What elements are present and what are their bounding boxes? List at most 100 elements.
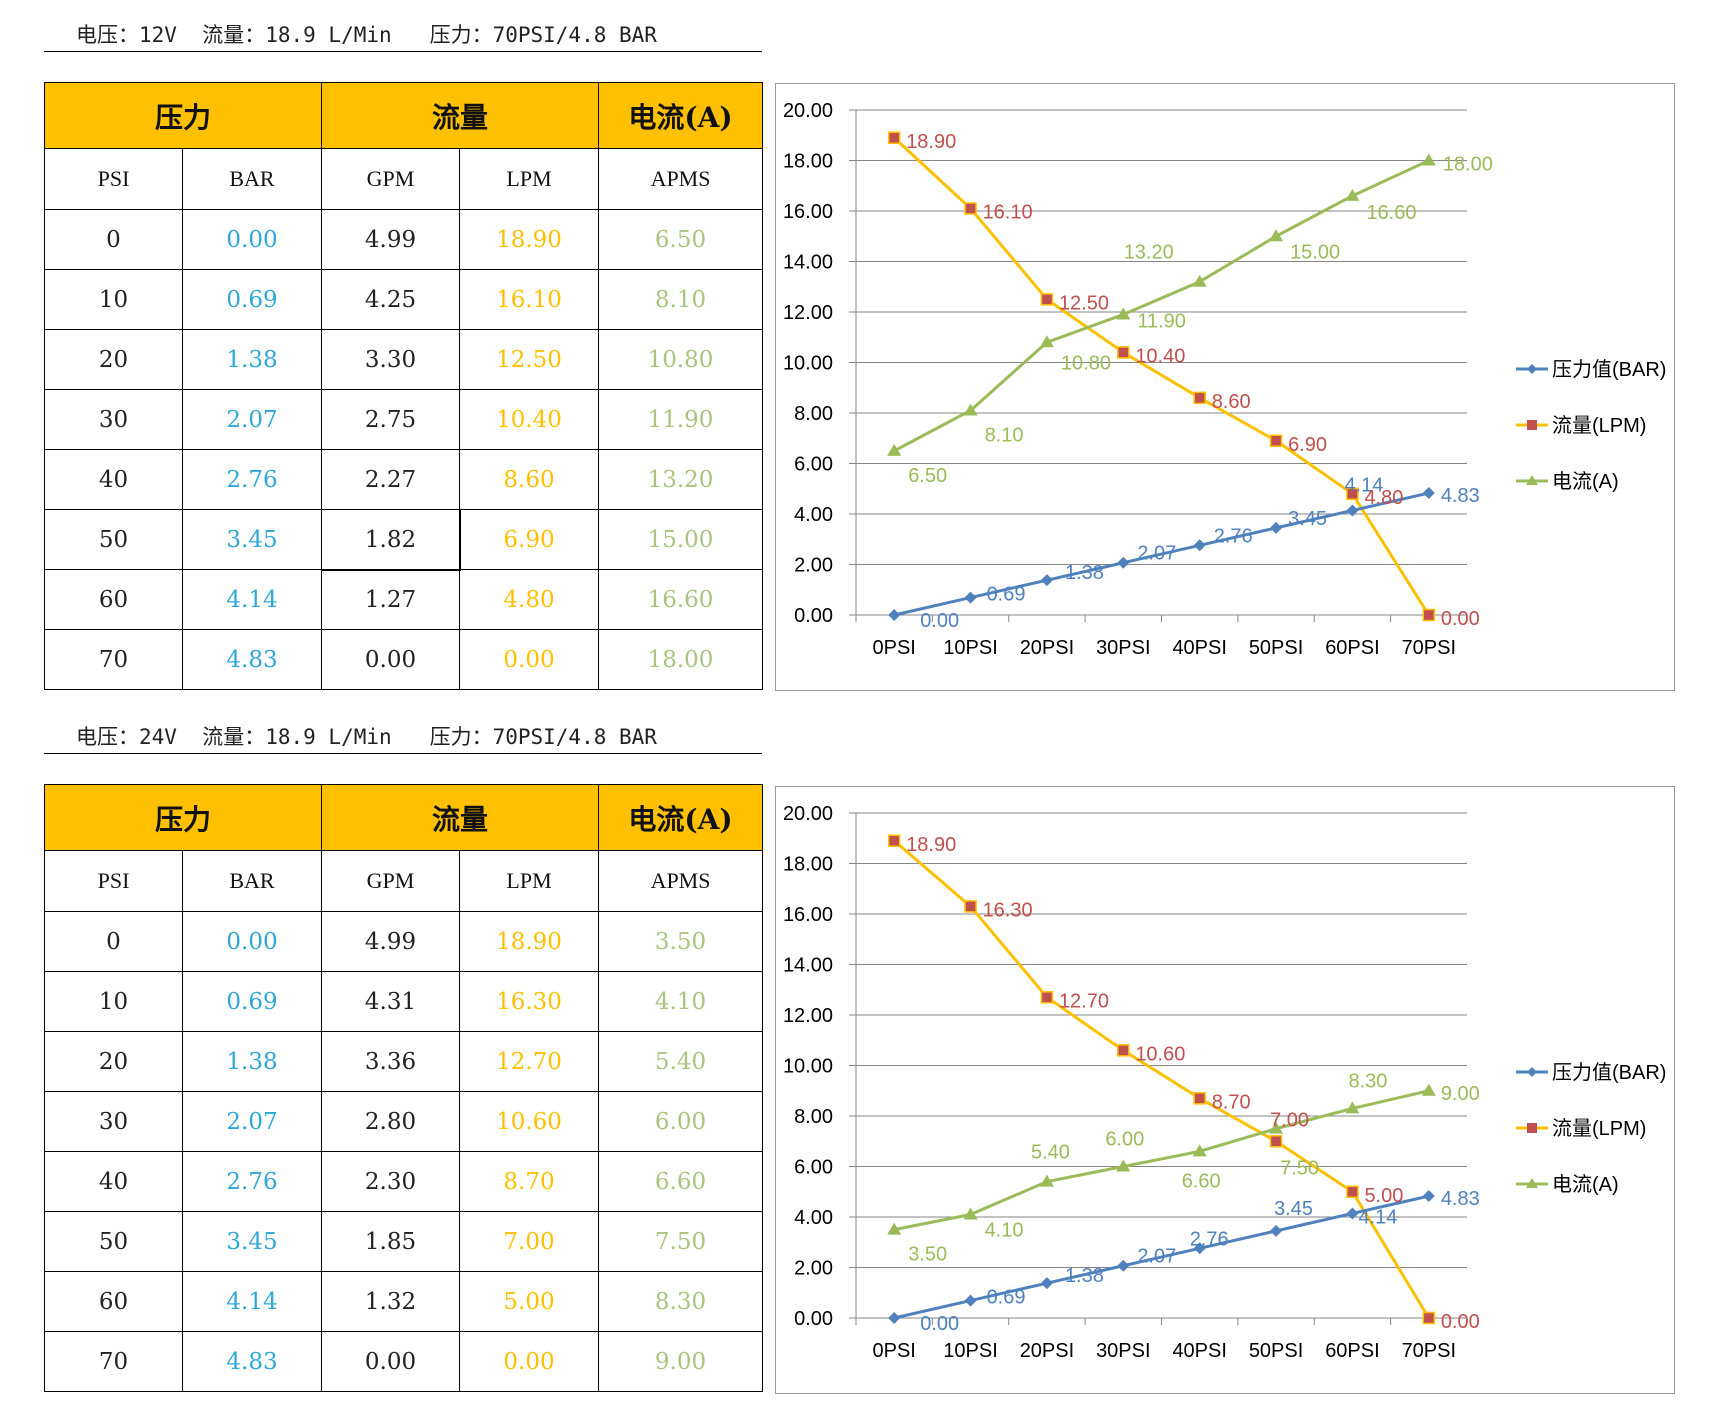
data-label: 12.70 [1059, 990, 1109, 1012]
cell-bar: 2.76 [181, 1151, 323, 1212]
col-header-lpm: LPM [459, 148, 600, 210]
data-label: 0.00 [1441, 608, 1480, 630]
series-line [893, 159, 1430, 453]
x-tick-label: 70PSI [1402, 637, 1456, 659]
y-tick-label: 14.00 [783, 252, 833, 274]
y-tick-label: 12.00 [783, 302, 833, 324]
data-label: 0.00 [920, 1313, 959, 1335]
cell-gpm: 2.80 [321, 1091, 461, 1152]
data-label: 4.83 [1441, 1188, 1480, 1210]
legend-label: 流量(LPM) [1552, 414, 1646, 437]
data-label: 5.40 [1031, 1142, 1070, 1164]
table-body: 0 0.00 4.99 18.90 6.50 10 0.69 4.25 16.10 8.10 20 1… [44, 209, 764, 690]
y-tick-label: 6.00 [794, 454, 833, 476]
data-point-square [1346, 1185, 1359, 1198]
col-header-lpm: LPM [459, 850, 600, 912]
data-point-square [1422, 1311, 1436, 1325]
cell-apms: 6.60 [598, 1151, 764, 1212]
data-label: 9.00 [1441, 1083, 1480, 1105]
cell-gpm: 1.82 [320, 508, 461, 571]
legend-item: 压力值(BAR) [1516, 1061, 1666, 1084]
cell-lpm: 0.00 [459, 629, 600, 690]
cell-lpm: 10.40 [459, 389, 600, 450]
series-line [893, 1089, 1430, 1232]
y-tick-label: 4.00 [794, 504, 833, 526]
data-point-diamond [1422, 1190, 1435, 1203]
table-row: 40 2.76 2.27 8.60 13.20 [44, 449, 764, 510]
table-row: 20 1.38 3.30 12.50 10.80 [44, 329, 764, 390]
cell-lpm: 16.30 [459, 971, 600, 1032]
table-row: 60 4.14 1.27 4.80 16.60 [44, 569, 764, 630]
cell-lpm: 18.90 [459, 911, 600, 972]
y-tick-label: 8.00 [794, 403, 833, 425]
cell-psi: 70 [44, 629, 183, 690]
group-header-row: 压力 流量 电流(A) [43, 784, 764, 851]
cell-lpm: 12.70 [459, 1031, 600, 1092]
data-point-square [1269, 434, 1283, 448]
legend-label: 电流(A) [1552, 1173, 1619, 1196]
cell-bar: 1.38 [181, 329, 323, 390]
cell-bar: 4.14 [181, 1271, 323, 1332]
cell-gpm: 2.27 [321, 449, 461, 510]
legend-item: 电流(A) [1516, 470, 1619, 493]
legend-item: 电流(A) [1516, 1173, 1619, 1196]
table-row: 30 2.07 2.80 10.60 6.00 [44, 1091, 764, 1152]
data-label: 12.50 [1059, 292, 1109, 314]
y-tick-label: 12.00 [783, 1005, 833, 1027]
cell-gpm: 4.25 [321, 269, 461, 330]
cell-gpm: 3.36 [321, 1031, 461, 1092]
data-label: 18.90 [906, 131, 956, 153]
series-line [893, 491, 1430, 617]
cell-psi: 10 [44, 971, 183, 1032]
y-tick-label: 14.00 [783, 955, 833, 977]
cell-apms: 6.50 [598, 209, 764, 270]
cell-lpm: 7.00 [459, 1211, 600, 1272]
data-point-square [1346, 487, 1359, 501]
data-point-triangle [1192, 274, 1207, 287]
x-tick-label: 30PSI [1096, 1340, 1150, 1362]
data-point-square [887, 131, 901, 145]
data-label: 2.76 [1214, 525, 1253, 547]
legend-item: 流量(LPM) [1516, 414, 1646, 437]
cell-psi: 70 [44, 1331, 183, 1392]
legend-label: 压力值(BAR) [1552, 358, 1666, 381]
col-header-psi: PSI [44, 850, 183, 912]
data-label: 6.90 [1288, 434, 1327, 456]
table-row: 50 3.45 1.82 6.90 15.00 [44, 508, 764, 571]
cell-apms: 8.30 [598, 1271, 764, 1332]
data-point-diamond [1040, 574, 1053, 587]
table-row: 10 0.69 4.25 16.10 8.10 [44, 269, 764, 330]
data-point-diamond [888, 609, 901, 621]
cell-apms: 18.00 [598, 629, 764, 690]
cell-lpm: 16.10 [459, 269, 600, 330]
data-label: 8.30 [1348, 1070, 1387, 1092]
cell-apms: 11.90 [598, 389, 764, 450]
data-point-square [964, 900, 977, 913]
legend-item: 流量(LPM) [1516, 1117, 1646, 1140]
col-header-psi: PSI [44, 148, 183, 210]
data-label: 7.50 [1280, 1158, 1319, 1180]
x-tick-label: 60PSI [1325, 637, 1379, 659]
data-point-triangle [1192, 1144, 1207, 1157]
col-header-gpm: GPM [321, 850, 461, 912]
x-tick-label: 60PSI [1325, 1340, 1379, 1362]
data-point-square [1040, 991, 1054, 1004]
data-label: 5.00 [1364, 1185, 1403, 1207]
group-header-pressure: 压力 [43, 784, 323, 851]
data-point-triangle [1421, 1083, 1436, 1096]
group-header-current: 电流(A) [598, 82, 764, 149]
data-label: 10.60 [1135, 1043, 1185, 1065]
data-label: 6.60 [1182, 1170, 1221, 1192]
spec-text: 电压：24V 流量：18.9 L/Min 压力：70PSI/4.8 BAR [76, 725, 657, 749]
y-tick-label: 20.00 [783, 803, 833, 825]
x-tick-label: 20PSI [1020, 637, 1074, 659]
data-point-triangle [887, 1222, 902, 1235]
data-label: 4.83 [1441, 485, 1480, 507]
data-label: 16.10 [983, 201, 1033, 223]
cell-lpm: 4.80 [459, 569, 600, 630]
data-label: 10.80 [1061, 352, 1111, 374]
chart-12v: 0.00 2.00 4.00 6.00 8.00 10.00 12.00 14.00 16.00… [775, 83, 1675, 691]
y-tick-label: 0.00 [794, 1308, 833, 1330]
data-label: 8.70 [1212, 1091, 1251, 1113]
data-point-triangle [1269, 229, 1284, 242]
